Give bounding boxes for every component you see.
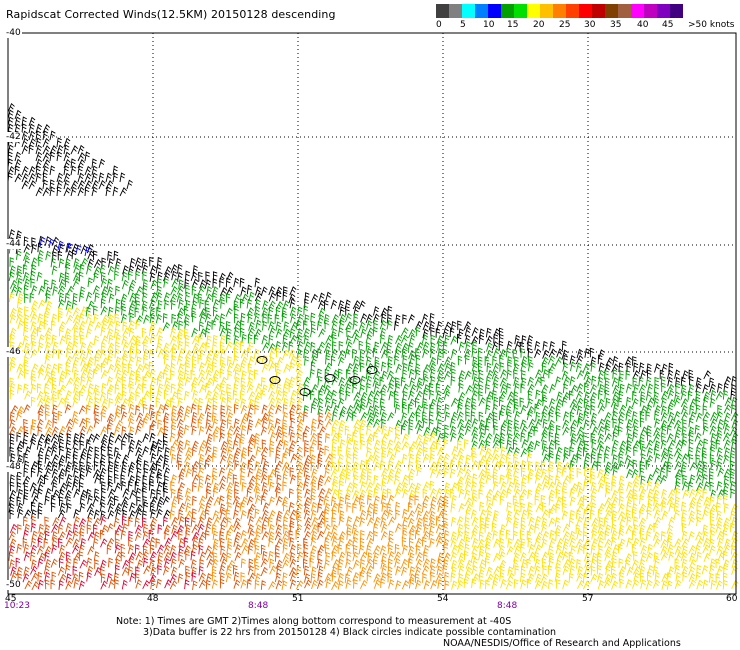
legend-swatch	[462, 4, 475, 18]
legend-swatch	[579, 4, 592, 18]
legend-label: 30	[584, 20, 596, 30]
legend-label: 0	[436, 20, 442, 30]
legend-swatch	[566, 4, 579, 18]
wind-barb-group	[8, 243, 739, 500]
lon-label: 60	[726, 594, 738, 604]
note-line-2: 3)Data buffer is 22 hrs from 20150128 4)…	[143, 627, 557, 638]
lat-label: -44	[5, 239, 22, 249]
lat-label: -42	[5, 132, 22, 142]
legend-swatch	[592, 4, 605, 18]
legend-swatch	[449, 4, 462, 18]
legend-label: 5	[460, 20, 466, 30]
legend-swatch	[670, 4, 683, 18]
legend-label: 35	[610, 20, 622, 30]
time-label: 8:48	[248, 601, 269, 611]
contamination-circle	[256, 356, 268, 364]
legend-swatch	[657, 4, 670, 18]
legend-label: 20	[533, 20, 545, 30]
lat-label: -48	[5, 462, 22, 472]
wind-speed-legend: 0 5 10 15 20 25 30 35 40 45 >50 knots	[436, 4, 740, 32]
legend-swatch	[553, 4, 566, 18]
wind-barb-group	[8, 403, 327, 591]
chart-title: Rapidscat Corrected Winds(12.5KM) 201501…	[6, 8, 336, 21]
wind-barb-group	[8, 515, 205, 590]
legend-label: 15	[507, 20, 519, 30]
lon-label: 51	[292, 594, 304, 604]
legend-labels: 0 5 10 15 20 25 30 35 40 45 >50 knots	[436, 18, 740, 32]
map-frame	[7, 32, 737, 595]
wind-barbs	[7, 102, 739, 591]
contamination-circle	[366, 366, 378, 374]
legend-swatch	[514, 4, 527, 18]
contamination-circle	[299, 388, 311, 396]
legend-swatch	[436, 4, 449, 18]
legend-swatch	[527, 4, 540, 18]
lat-label: -46	[5, 347, 22, 357]
note-line-1: Note: 1) Times are GMT 2)Times along bot…	[116, 616, 512, 627]
time-label: 8:48	[497, 601, 518, 611]
legend-swatch	[501, 4, 514, 18]
note-line-3: NOAA/NESDIS/Office of Research and Appli…	[443, 638, 681, 649]
legend-label: 40	[637, 20, 649, 30]
legend-color-bar	[436, 4, 740, 18]
wind-barb-group	[15, 403, 451, 591]
legend-label: >50 knots	[688, 20, 735, 30]
lon-label: 54	[437, 594, 449, 604]
contamination-circle	[324, 374, 336, 382]
lat-label: -50	[5, 580, 22, 590]
legend-label: 10	[483, 20, 495, 30]
legend-swatch	[475, 4, 488, 18]
contamination-circle	[269, 376, 281, 384]
lon-label: 45	[5, 594, 17, 604]
legend-label: 25	[559, 20, 571, 30]
legend-swatch	[488, 4, 501, 18]
legend-swatch	[540, 4, 553, 18]
legend-swatch	[618, 4, 631, 18]
legend-swatch	[631, 4, 644, 18]
wind-barb-group	[39, 236, 91, 257]
legend-label: 45	[662, 20, 674, 30]
time-label: 10:23	[4, 601, 30, 611]
legend-swatch	[644, 4, 657, 18]
lon-label: 48	[147, 594, 159, 604]
lon-label: 57	[582, 594, 594, 604]
contamination-circle	[349, 376, 361, 384]
legend-swatch	[605, 4, 618, 18]
lat-label: -40	[5, 28, 22, 38]
